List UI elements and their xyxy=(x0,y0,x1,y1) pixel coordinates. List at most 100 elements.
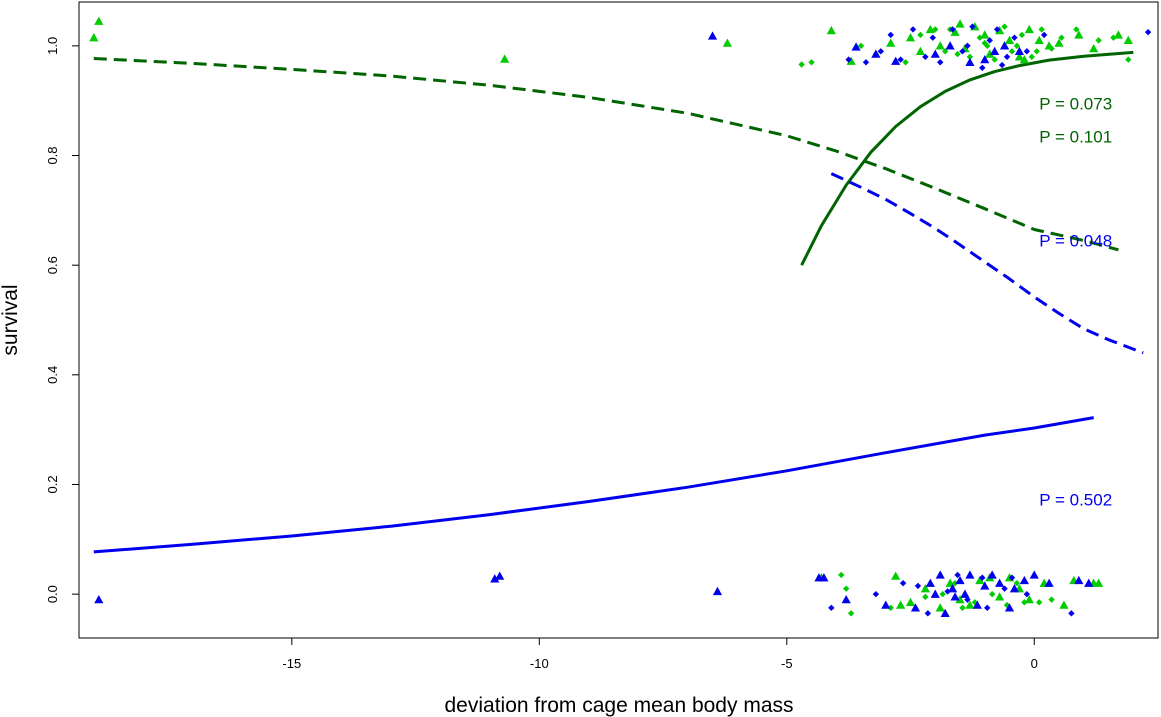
blue-triangle-point xyxy=(940,608,950,618)
green-diamond-point xyxy=(857,42,865,50)
x-axis-title: deviation from cage mean body mass xyxy=(444,694,793,717)
blue-triangle-point xyxy=(960,589,970,598)
y-tick-label: 1.0 xyxy=(45,37,60,55)
p-value-label: P = 0.502 xyxy=(1039,490,1112,509)
blue-diamond-point xyxy=(1011,34,1018,41)
blue-diamond-point xyxy=(1008,574,1016,581)
blue-diamond-point xyxy=(899,579,907,587)
green-triangle-point xyxy=(1019,54,1029,64)
green-diamond-point xyxy=(984,42,991,50)
green-triangle-point xyxy=(950,27,960,36)
green-triangle-point xyxy=(955,595,965,604)
green-diamond-point xyxy=(1013,579,1021,587)
green-triangle-point xyxy=(1014,52,1025,61)
x-tick-label: -10 xyxy=(530,656,549,671)
green-triangle-point xyxy=(1059,600,1069,609)
green-triangle-point xyxy=(1089,44,1099,53)
blue-diamond-point xyxy=(949,26,956,33)
y-tick-label: 0.4 xyxy=(45,366,60,384)
blue-triangle-point xyxy=(930,49,940,58)
blue-diamond-point xyxy=(964,596,971,603)
x-tick-label: -5 xyxy=(781,656,793,671)
green-triangle-point xyxy=(985,49,995,58)
green-diamond-point xyxy=(1018,31,1026,39)
blue-diamond-point xyxy=(984,604,991,612)
p-value-label: P = 0.073 xyxy=(1039,94,1112,113)
blue-triangle-point xyxy=(1074,575,1084,585)
y-tick-label: 0.0 xyxy=(45,585,60,603)
blue-triangle-point xyxy=(935,570,945,579)
p-value-annotations: P = 0.073 P = 0.101 P = 0.048 P = 0.502 xyxy=(1039,94,1112,509)
blue-diamond-point xyxy=(1023,590,1031,598)
blue-diamond-point xyxy=(862,59,870,66)
green-triangle-point xyxy=(920,584,930,593)
green-triangle-point xyxy=(975,575,985,585)
blue-triangle-point xyxy=(851,42,861,51)
green-diamond-point xyxy=(1003,601,1011,609)
blue-triangle-point xyxy=(995,578,1005,587)
blue-triangle-point xyxy=(947,584,958,593)
green-triangle-point xyxy=(905,597,916,607)
blue-triangle-point xyxy=(707,31,718,40)
blue-triangle-point xyxy=(490,574,500,583)
blue-diamond-point xyxy=(959,48,966,55)
blue-triangle-point xyxy=(1014,46,1025,56)
green-diamond-point xyxy=(842,585,850,592)
green-diamond-point xyxy=(941,48,949,55)
blue-solid-curve xyxy=(93,416,1094,554)
p-value-label: P = 0.048 xyxy=(1039,232,1112,251)
data-points xyxy=(89,16,1152,618)
blue-triangle-point xyxy=(1019,575,1029,585)
green-triangle-point xyxy=(905,33,916,42)
blue-triangle-point xyxy=(841,595,851,604)
green-triangle-point xyxy=(955,19,965,28)
green-triangle-point xyxy=(891,571,901,580)
green-diamond-point xyxy=(1058,34,1065,41)
blue-triangle-point xyxy=(980,581,990,590)
green-triangle-point xyxy=(1094,578,1104,587)
y-tick-label: 0.6 xyxy=(45,256,60,274)
blue-diamond-point xyxy=(828,604,835,612)
blue-diamond-point xyxy=(993,26,1001,33)
blue-triangle-point xyxy=(925,578,935,587)
green-triangle-point xyxy=(826,25,836,35)
dark-green-dashed-curve xyxy=(93,57,1119,252)
green-diamond-point xyxy=(887,604,894,612)
blue-triangle-point xyxy=(955,575,965,585)
blue-diamond-point xyxy=(986,37,993,44)
blue-diamond-point xyxy=(1023,48,1031,55)
blue-diamond-point xyxy=(979,64,986,71)
green-diamond-point xyxy=(991,56,998,63)
blue-dashed-curve xyxy=(830,172,1144,355)
blue-triangle-point xyxy=(1029,570,1039,579)
blue-triangle-point xyxy=(965,570,975,579)
green-diamond-point xyxy=(1038,26,1045,33)
green-triangle-point xyxy=(965,600,975,609)
blue-diamond-point xyxy=(964,42,971,50)
green-diamond-point xyxy=(808,59,815,66)
blue-triangle-point xyxy=(980,54,990,64)
blue-triangle-point xyxy=(950,592,960,601)
green-diamond-point xyxy=(922,593,929,601)
green-triangle-point xyxy=(935,41,945,50)
green-diamond-point xyxy=(954,50,961,58)
green-diamond-point xyxy=(1008,48,1016,55)
blue-triangle-point xyxy=(495,571,505,580)
y-axis-title: survival xyxy=(0,284,22,355)
green-diamond-point xyxy=(1125,56,1132,63)
blue-diamond-point xyxy=(897,56,904,63)
green-triangle-point xyxy=(995,592,1005,601)
green-triangle-point xyxy=(1024,24,1034,34)
green-triangle-point xyxy=(935,603,945,612)
blue-diamond-point xyxy=(1040,31,1048,39)
green-diamond-point xyxy=(939,590,946,598)
blue-triangle-point xyxy=(881,600,891,609)
blue-diamond-point xyxy=(845,56,852,63)
green-diamond-point xyxy=(951,579,959,587)
green-diamond-point xyxy=(798,61,805,68)
blue-triangle-point xyxy=(712,586,723,596)
green-diamond-point xyxy=(966,53,974,61)
green-diamond-point xyxy=(1110,34,1117,41)
blue-diamond-point xyxy=(914,582,922,590)
